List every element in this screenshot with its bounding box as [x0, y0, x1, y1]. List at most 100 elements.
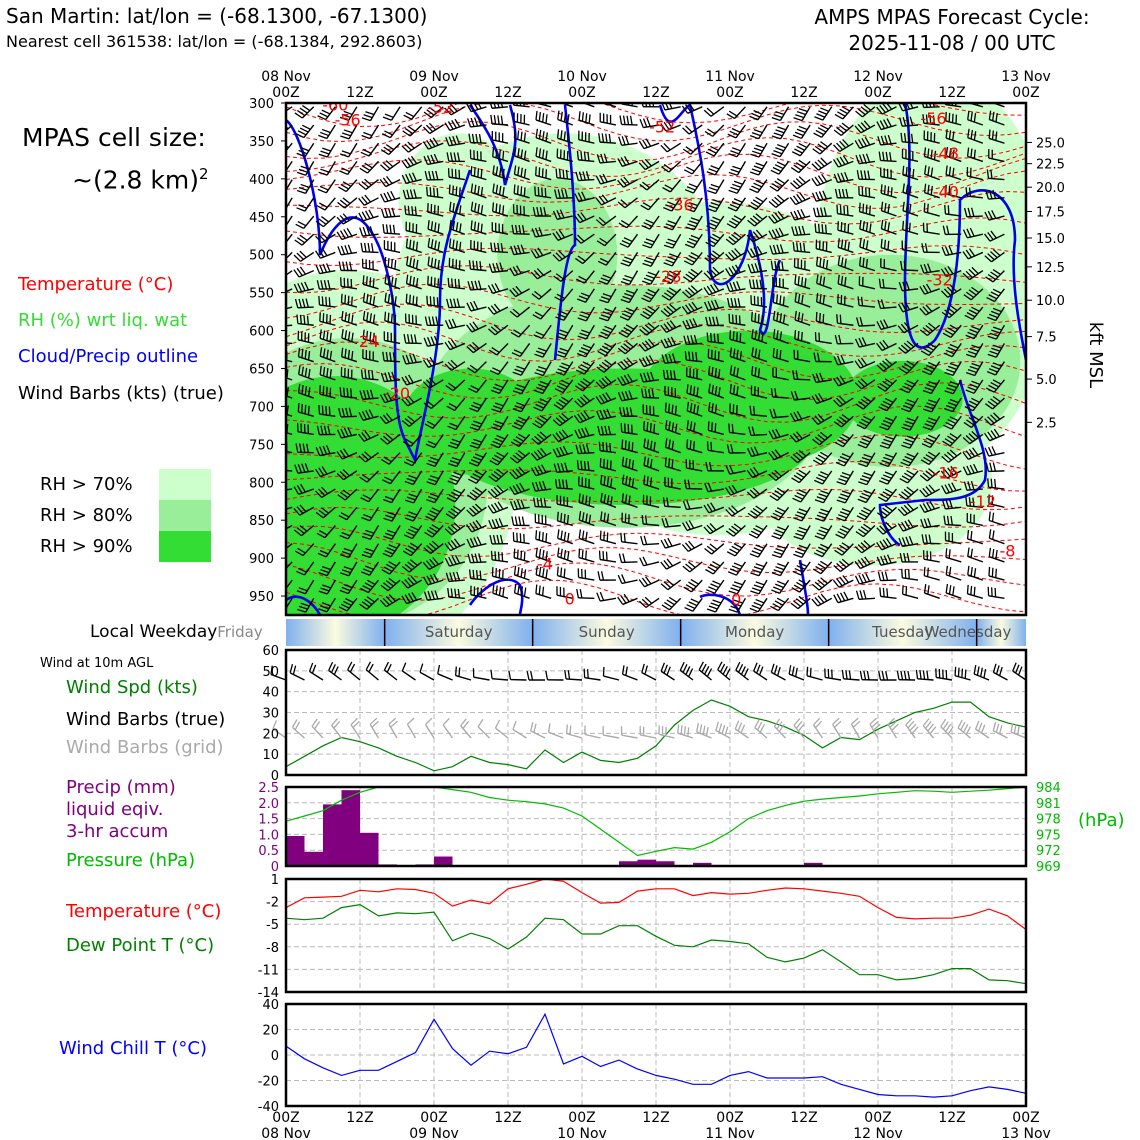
- wind-barb: [340, 415, 357, 418]
- wind-barb: [471, 324, 487, 333]
- wind-barb-flag: [466, 324, 473, 333]
- wind-barb: [837, 302, 854, 308]
- wind-barb: [578, 197, 595, 203]
- wind-barb: [952, 361, 962, 376]
- wind-barb-flag: [469, 343, 477, 352]
- wind-barb-flag: [904, 301, 911, 311]
- wind-barb-flag: [837, 530, 847, 537]
- wind-barb-flag: [814, 415, 822, 423]
- wind-barb: [989, 537, 1005, 545]
- wind-barb-flag: [364, 369, 367, 379]
- wind-barb-flag: [753, 584, 763, 589]
- wind-barb-flag: [341, 586, 351, 592]
- cell-size-line2: ~(2.8 km)2: [22, 156, 209, 198]
- wind-barb: [286, 450, 293, 454]
- surface-wind-barb-true-flag: [289, 663, 294, 674]
- wind-barb-flag: [798, 225, 802, 235]
- wind-barb: [432, 415, 444, 429]
- wind-barb-flag: [731, 217, 740, 224]
- wind-barb: [362, 357, 379, 363]
- wind-barb-flag: [581, 329, 591, 334]
- wind-barb: [757, 597, 768, 613]
- surface-wind-barb-true: [603, 675, 620, 681]
- wind-barb-flag: [577, 382, 586, 390]
- wind-barb: [988, 177, 1005, 181]
- wind-barb-flag: [900, 388, 909, 394]
- wind-barb: [751, 414, 768, 417]
- wind-barb-flag: [663, 226, 673, 231]
- wind-barb-flag: [473, 300, 479, 310]
- wind-barb-flag: [602, 311, 612, 316]
- wind-barb-flag: [832, 579, 840, 588]
- wind-barb-flag: [431, 170, 435, 180]
- wind-barb-flag: [384, 532, 394, 537]
- wind-barb-flag: [501, 552, 504, 562]
- wind-barb: [973, 324, 984, 339]
- wind-barb-flag: [688, 183, 698, 188]
- wind-barb-flag: [940, 470, 948, 479]
- wind-barb: [686, 359, 703, 363]
- wind-barb-flag: [444, 363, 452, 371]
- wind-barb: [729, 431, 746, 436]
- wind-barb-flag: [557, 463, 561, 473]
- wind-barb-flag: [890, 187, 893, 197]
- precip-panel-frame: [284, 785, 1028, 868]
- wind-barb-flag: [753, 147, 763, 152]
- pressure-tick-label: 550: [249, 287, 274, 302]
- cloud-outline: [878, 379, 988, 547]
- wind-barb-flag: [836, 593, 842, 603]
- wind-barb-flag: [523, 132, 526, 142]
- surface-wind-barb-true-flag: [682, 664, 688, 673]
- wind-barb: [693, 215, 703, 231]
- wind-barb-flag: [973, 463, 979, 473]
- wind-barb: [298, 373, 314, 381]
- wind-barb-flag: [995, 131, 998, 141]
- wind-barb-flag: [774, 164, 784, 170]
- wind-barb: [621, 541, 638, 545]
- wind-barb: [433, 434, 444, 449]
- wind-barb-flag: [274, 151, 282, 155]
- wind-barb: [968, 452, 984, 461]
- wind-barb-flag: [768, 473, 777, 481]
- surface-wind-barb-true-flag: [735, 661, 741, 671]
- wind-barb-flag: [533, 269, 541, 278]
- wind-barb: [881, 342, 897, 352]
- legend-wind-barbs: Wind Barbs (kts) (true): [18, 383, 224, 404]
- surface-wind-barb-grid-flag: [852, 720, 861, 728]
- wind-barb-flag: [349, 261, 353, 271]
- wind-barb: [492, 524, 509, 530]
- wind-barb-flag: [491, 473, 500, 480]
- pressure-tick-label: 450: [249, 211, 274, 226]
- surface-wind-barb-true: [954, 675, 971, 681]
- wind-barb-flag: [666, 305, 674, 313]
- wind-barb-flag: [361, 196, 368, 205]
- wind-barb-flag: [964, 314, 974, 321]
- wind-barb-flag: [638, 600, 647, 608]
- surface-wind-barb-true: [401, 670, 416, 681]
- cross-section-frame: [284, 101, 1028, 617]
- wind-barb: [519, 343, 531, 357]
- wind-barb-flag: [754, 312, 757, 322]
- wind-barb: [385, 178, 401, 188]
- wind-barb-flag: [836, 204, 839, 214]
- wind-barb-flag: [965, 496, 968, 506]
- wind-barb: [556, 487, 573, 490]
- cloud-outline: [553, 104, 577, 361]
- wind-barb: [578, 501, 595, 508]
- wind-barb-flag: [962, 466, 968, 476]
- wind-barb: [561, 288, 574, 302]
- wind-barb: [686, 447, 703, 454]
- wind-barb-flag: [620, 595, 627, 604]
- wind-barb-flag: [340, 428, 346, 438]
- wind-barb: [322, 215, 336, 228]
- wind-barb-flag: [321, 296, 324, 306]
- wind-barb-flag: [858, 154, 864, 164]
- wind-barb-flag: [663, 207, 672, 212]
- wind-barb-flag: [965, 291, 975, 298]
- wind-barb-flag: [792, 180, 801, 188]
- forecast-cycle-title: AMPS MPAS Forecast Cycle: 2025-11-08 / 0…: [790, 4, 1114, 56]
- wind-barb-flag: [747, 512, 756, 519]
- wind-barb-flag: [605, 442, 608, 452]
- top-hour-label: 00Z: [568, 85, 595, 101]
- wind-barb-flag: [467, 494, 476, 501]
